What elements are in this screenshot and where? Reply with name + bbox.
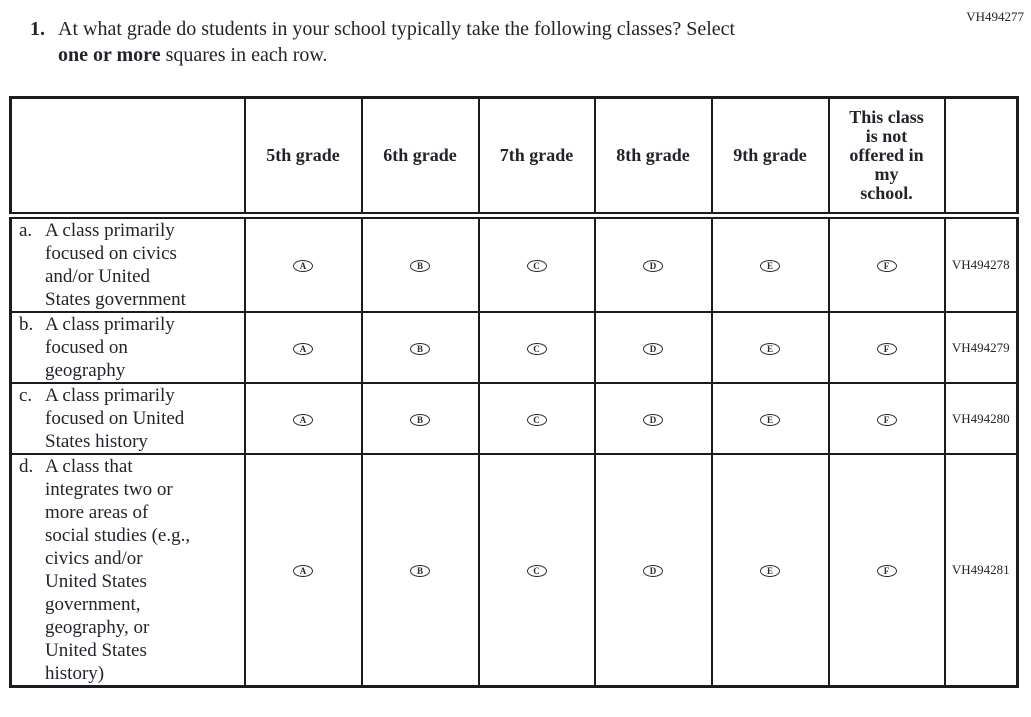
row-c-marker: c. — [19, 385, 33, 406]
option-bubble-c-F[interactable]: F — [876, 413, 897, 426]
table-row-d: d. A class that integrates two or more a… — [9, 453, 1019, 688]
row-d-cell-6th: B — [360, 453, 480, 688]
option-bubble-b-A[interactable]: A — [293, 342, 313, 355]
question-emphasis: one or more — [58, 44, 161, 66]
header-stub-cell — [9, 96, 246, 219]
option-bubble-a-A[interactable]: A — [293, 260, 313, 272]
row-d-cell-9th: E — [710, 453, 830, 688]
question-line-2-rest: squares in each row. — [160, 44, 328, 66]
option-bubble-a-C[interactable]: C — [526, 260, 547, 272]
table-row-a: a. A class primarily focused on civics a… — [9, 214, 1019, 313]
row-b-marker: b. — [19, 314, 34, 335]
option-bubble-a-E[interactable]: E — [760, 260, 780, 272]
row-c-label: A class primarily focused on United Stat… — [45, 385, 185, 452]
row-a-label: A class primarily focused on civics and/… — [45, 220, 186, 310]
row-c-cell-7th: C — [477, 382, 596, 455]
option-bubble-d-F[interactable]: F — [876, 565, 897, 577]
option-bubble-d-D[interactable]: D — [643, 565, 663, 577]
option-bubble-d-E[interactable]: E — [760, 565, 780, 577]
option-bubble-b-D[interactable]: D — [643, 342, 663, 355]
row-b-cell-6th: B — [360, 311, 480, 384]
option-bubble-b-C[interactable]: C — [526, 342, 547, 355]
row-b-cell-9th: E — [710, 311, 830, 384]
option-bubble-a-F[interactable]: F — [876, 260, 897, 272]
row-c-item-code: VH494280 — [943, 382, 1019, 455]
option-bubble-c-E[interactable]: E — [760, 413, 780, 426]
row-d-cell-not-offered: F — [827, 453, 946, 688]
header-7th-grade: 7th grade — [477, 96, 596, 219]
option-bubble-b-F[interactable]: F — [876, 342, 897, 355]
header-9th-grade: 9th grade — [710, 96, 830, 219]
table-row-b: b. A class primarily focused on geograph… — [9, 311, 1019, 384]
row-a-label-cell: a. A class primarily focused on civics a… — [9, 214, 246, 313]
option-bubble-b-E[interactable]: E — [760, 342, 780, 355]
option-bubble-d-B[interactable]: B — [410, 565, 430, 577]
row-a-marker: a. — [19, 220, 33, 241]
row-c-cell-not-offered: F — [827, 382, 946, 455]
row-b-cell-not-offered: F — [827, 311, 946, 384]
row-d-marker: d. — [19, 456, 34, 477]
row-b-cell-7th: C — [477, 311, 596, 384]
row-a-cell-9th: E — [710, 214, 830, 313]
header-5th-grade: 5th grade — [243, 96, 363, 219]
question-prompt: 1. At what grade do students in your sch… — [30, 16, 978, 68]
row-a-cell-not-offered: F — [827, 214, 946, 313]
question-line-2: one or more squares in each row. — [58, 42, 978, 68]
row-a-item-code: VH494278 — [943, 214, 1019, 313]
row-c-cell-9th: E — [710, 382, 830, 455]
option-bubble-b-B[interactable]: B — [410, 342, 430, 355]
row-d-cell-8th: D — [593, 453, 713, 688]
row-a-cell-8th: D — [593, 214, 713, 313]
question-number: 1. — [30, 18, 45, 40]
option-bubble-d-C[interactable]: C — [526, 565, 547, 577]
option-bubble-a-D[interactable]: D — [643, 260, 663, 272]
option-bubble-d-A[interactable]: A — [293, 565, 313, 577]
header-row: 5th grade 6th grade 7th grade 8th grade … — [9, 96, 1019, 219]
row-d-item-code: VH494281 — [943, 453, 1019, 688]
question-line-1: At what grade do students in your school… — [58, 18, 736, 40]
row-b-label: A class primarily focused on geography — [45, 314, 175, 381]
table-row-c: c. A class primarily focused on United S… — [9, 382, 1019, 455]
option-bubble-a-B[interactable]: B — [410, 260, 430, 272]
row-c-cell-8th: D — [593, 382, 713, 455]
row-c-label-cell: c. A class primarily focused on United S… — [9, 382, 246, 455]
row-a-cell-5th: A — [243, 214, 363, 313]
option-bubble-c-B[interactable]: B — [410, 413, 430, 426]
response-grid: 5th grade 6th grade 7th grade 8th grade … — [9, 96, 1019, 688]
option-bubble-c-D[interactable]: D — [643, 413, 663, 426]
row-d-cell-5th: A — [243, 453, 363, 688]
row-a-cell-6th: B — [360, 214, 480, 313]
row-c-cell-5th: A — [243, 382, 363, 455]
row-d-label-cell: d. A class that integrates two or more a… — [9, 453, 246, 688]
option-bubble-c-C[interactable]: C — [526, 413, 547, 426]
row-c-cell-6th: B — [360, 382, 480, 455]
row-b-cell-5th: A — [243, 311, 363, 384]
row-b-item-code: VH494279 — [943, 311, 1019, 384]
row-b-label-cell: b. A class primarily focused on geograph… — [9, 311, 246, 384]
header-code-cell — [943, 96, 1019, 219]
row-d-label: A class that integrates two or more area… — [45, 456, 191, 684]
question-text: At what grade do students in your school… — [58, 16, 978, 68]
row-a-cell-7th: C — [477, 214, 596, 313]
header-not-offered: This class is not offered in my school. — [827, 96, 946, 219]
header-6th-grade: 6th grade — [360, 96, 480, 219]
row-b-cell-8th: D — [593, 311, 713, 384]
header-8th-grade: 8th grade — [593, 96, 713, 219]
option-bubble-c-A[interactable]: A — [293, 413, 313, 426]
row-d-cell-7th: C — [477, 453, 596, 688]
form-item-code: VH494277 — [966, 9, 1024, 24]
